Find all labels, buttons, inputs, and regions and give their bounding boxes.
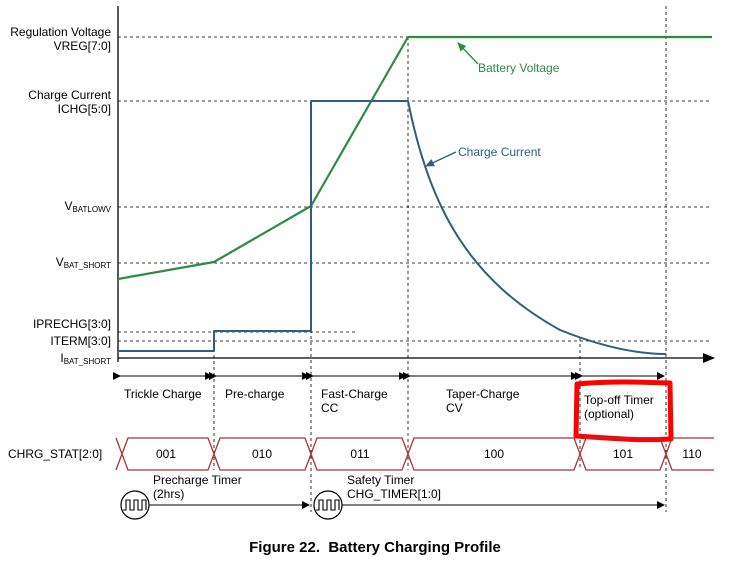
taper-charge-label-line2: CV [446,401,463,415]
y-axis-labels: Regulation Voltage VREG[7:0] Charge Curr… [10,25,111,366]
precharge-timer-label-line1: Precharge Timer [153,473,242,487]
battery-voltage-label: Battery Voltage [478,61,560,75]
status-code-010: 010 [252,447,272,461]
phase-boundaries [213,6,667,512]
status-cells [121,437,714,471]
status-codes: 001 010 011 100 101 110 [156,447,702,461]
precharge-timer-clock-icon [120,490,150,520]
precharge-label: Pre-charge [225,387,285,401]
battery-voltage-pointer [457,42,479,65]
ibatshort-label-sub: BAT_SHORT [64,357,111,366]
reference-lines [118,36,712,342]
status-code-110: 110 [682,447,701,461]
precharge-timer: Precharge Timer (2hrs) [120,473,310,520]
trickle-charge-label: Trickle Charge [124,387,202,401]
chrg-stat-bus [115,437,714,471]
topoff-timer-label-line1: Top-off Timer [584,393,654,407]
figure-caption: Figure 22. Battery Charging Profile [249,539,501,556]
vreg-label-line1: Regulation Voltage [10,25,111,39]
ibatshort-label: IBAT_SHORT [60,351,111,366]
iprechg-label: IPRECHG[3:0] [33,317,111,331]
vbatshort-label: VBAT_SHORT [56,255,111,270]
ichg-label-line1: Charge Current [28,88,111,102]
safety-timer-label-line2: CHG_TIMER[1:0] [347,487,441,501]
safety-timer-clock-icon [313,490,343,520]
status-code-100: 100 [484,447,504,461]
ibatshort-label-main: I [60,351,63,365]
vbatlowv-label: VBATLOWV [64,199,111,214]
vbatlowv-label-sub: BATLOWV [72,205,111,214]
charge-current-curve [118,100,667,355]
safety-timer-pulse-icon [316,499,340,511]
status-segment-001 [115,437,123,471]
precharge-timer-label-line2: (2hrs) [153,487,184,501]
phase-labels: Trickle Charge Pre-charge Fast-Charge CC… [124,387,654,421]
vbatlowv-label-main: V [64,199,72,213]
vreg-label-line2: VREG[7:0] [54,39,111,53]
iterm-label: ITERM[3:0] [50,334,111,348]
battery-voltage-curve [117,35,712,281]
ichg-label-line2: ICHG[5:0] [58,102,111,116]
vbatshort-label-main: V [56,255,64,269]
taper-charge-label-line1: Taper-Charge [446,387,520,401]
fastcharge-label-line1: Fast-Charge [321,387,388,401]
vbatshort-label-sub: BAT_SHORT [64,261,111,270]
safety-timer-label-line1: Safety Timer [347,473,414,487]
status-code-011: 011 [350,447,369,461]
precharge-timer-pulse-icon [123,499,147,511]
chrg-stat-label: CHRG_STAT[2:0] [8,447,102,461]
status-code-001: 001 [156,447,176,461]
status-code-101: 101 [613,447,633,461]
fastcharge-label-line2: CC [321,401,339,415]
topoff-timer-label-line2: (optional) [584,407,634,421]
safety-timer: Safety Timer CHG_TIMER[1:0] [313,473,665,520]
charge-current-pointer [425,151,457,167]
charge-current-label: Charge Current [458,145,541,159]
